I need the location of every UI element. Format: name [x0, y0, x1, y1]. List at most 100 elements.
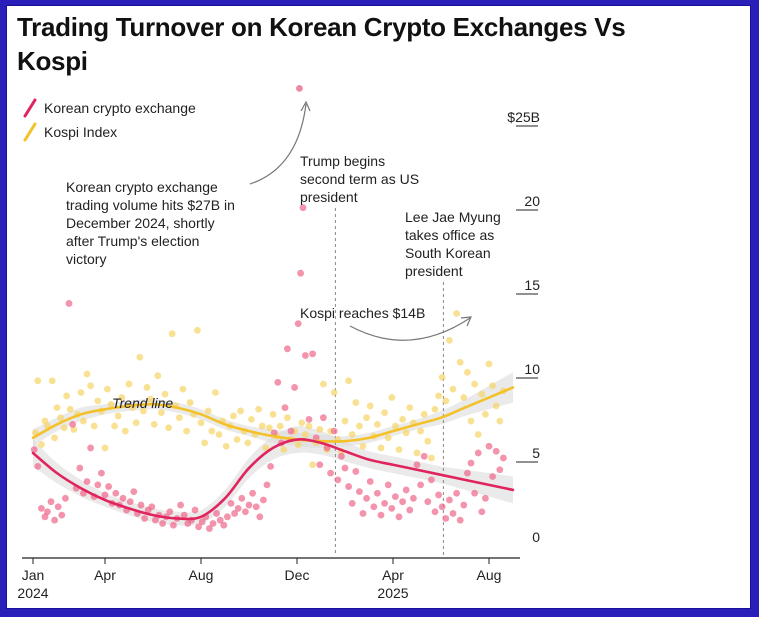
kospi-point	[489, 382, 496, 390]
crypto-point	[198, 518, 206, 526]
kospi-point	[420, 410, 428, 418]
kospi-point	[305, 422, 313, 430]
kospi-point	[80, 417, 87, 425]
trend-line-label: Trend line	[112, 395, 173, 411]
crypto-point	[44, 508, 51, 516]
crypto-point	[287, 427, 295, 435]
kospi-points	[32, 310, 507, 469]
kospi-trend-band	[33, 372, 513, 448]
kospi-point	[471, 380, 478, 388]
crypto-point	[460, 501, 468, 509]
crypto-point	[294, 320, 302, 327]
y-tick-label: 10	[524, 361, 540, 377]
crypto-point	[213, 510, 221, 517]
annotation-peak-line-4: after Trump's election	[66, 233, 199, 249]
crypto-point	[47, 498, 55, 506]
crypto-point	[159, 520, 167, 527]
kospi-point	[395, 446, 403, 453]
crypto-point	[238, 494, 246, 502]
annotation-trump-line-2: second term as US	[300, 171, 419, 187]
crypto-point	[341, 464, 349, 472]
kospi-point	[428, 454, 435, 462]
trend-lines	[31, 386, 515, 521]
crypto-point	[130, 488, 138, 495]
kospi-point	[38, 441, 45, 448]
crypto-point	[453, 489, 460, 497]
kospi-point	[111, 422, 118, 430]
annotation-lee-line-1: Lee Jae Myung	[405, 209, 501, 225]
crypto-point	[263, 481, 271, 489]
annotation-kospi-reaches: Kospi reaches $14B	[300, 305, 472, 341]
kospi-point	[122, 427, 129, 435]
kospi-point	[94, 397, 102, 405]
crypto-point	[338, 452, 345, 460]
kospi-point	[204, 407, 212, 415]
kospi-point	[168, 330, 176, 338]
crypto-point	[245, 501, 253, 509]
crypto-point	[384, 481, 392, 489]
crypto-point	[489, 473, 496, 480]
kospi-point	[402, 429, 410, 437]
kospi-point	[183, 427, 191, 435]
crypto-point	[76, 464, 84, 472]
crypto-point	[112, 489, 120, 497]
kospi-point	[460, 394, 468, 401]
kospi-point	[438, 373, 446, 381]
crypto-point	[297, 269, 304, 277]
crypto-point	[177, 501, 185, 509]
annotation-trump-line-1: Trump begins	[300, 153, 385, 169]
crypto-point	[141, 515, 149, 522]
annotation-peak-line-5: victory	[66, 251, 106, 267]
kospi-point	[34, 377, 42, 385]
kospi-point	[136, 353, 144, 361]
kospi-point	[125, 380, 133, 388]
crypto-point	[363, 494, 370, 502]
crypto-point	[399, 498, 406, 506]
crypto-point	[482, 494, 489, 502]
kospi-point	[143, 384, 151, 391]
kospi-point	[90, 422, 98, 430]
x-tick-label: Apr	[94, 567, 116, 583]
kospi-point	[406, 404, 414, 411]
crypto-point	[51, 516, 58, 524]
annotation-kospi-text: Kospi reaches $14B	[300, 305, 425, 321]
kospi-point	[57, 414, 64, 422]
kospi-point	[114, 412, 122, 420]
kospi-point	[41, 417, 49, 425]
y-tick-label: $25B	[507, 109, 540, 125]
crypto-point	[496, 466, 504, 474]
annotation-kospi-arrow	[349, 317, 471, 341]
kospi-point	[147, 395, 155, 403]
crypto-point	[180, 511, 188, 519]
crypto-point	[467, 459, 475, 467]
y-tick-label: 0	[532, 529, 540, 545]
crypto-point	[392, 493, 399, 501]
crypto-point	[449, 510, 457, 517]
kospi-point	[399, 415, 406, 423]
kospi-point	[233, 436, 241, 443]
kospi-point	[87, 382, 94, 390]
kospi-point	[230, 412, 237, 420]
crypto-point	[438, 503, 446, 511]
x-tick-label: Dec	[285, 567, 310, 583]
kospi-point	[482, 410, 489, 418]
kospi-point	[374, 421, 381, 428]
crypto-point	[464, 469, 471, 477]
crypto-point	[471, 489, 478, 497]
kospi-point	[48, 377, 56, 385]
legend-crypto-label: Korean crypto exchange	[44, 100, 196, 116]
crypto-point	[330, 427, 338, 435]
crypto-point	[284, 345, 291, 353]
annotation-lee-line-3: South Korean	[405, 245, 491, 261]
kospi-point	[496, 417, 504, 425]
kospi-point	[284, 414, 291, 422]
kospi-point	[266, 424, 273, 432]
kospi-point	[237, 407, 245, 415]
crypto-point	[359, 510, 367, 517]
kospi-point	[83, 370, 91, 378]
kospi-point	[262, 444, 270, 452]
crypto-point	[242, 508, 249, 516]
kospi-point	[107, 400, 115, 408]
kospi-point	[345, 377, 352, 385]
